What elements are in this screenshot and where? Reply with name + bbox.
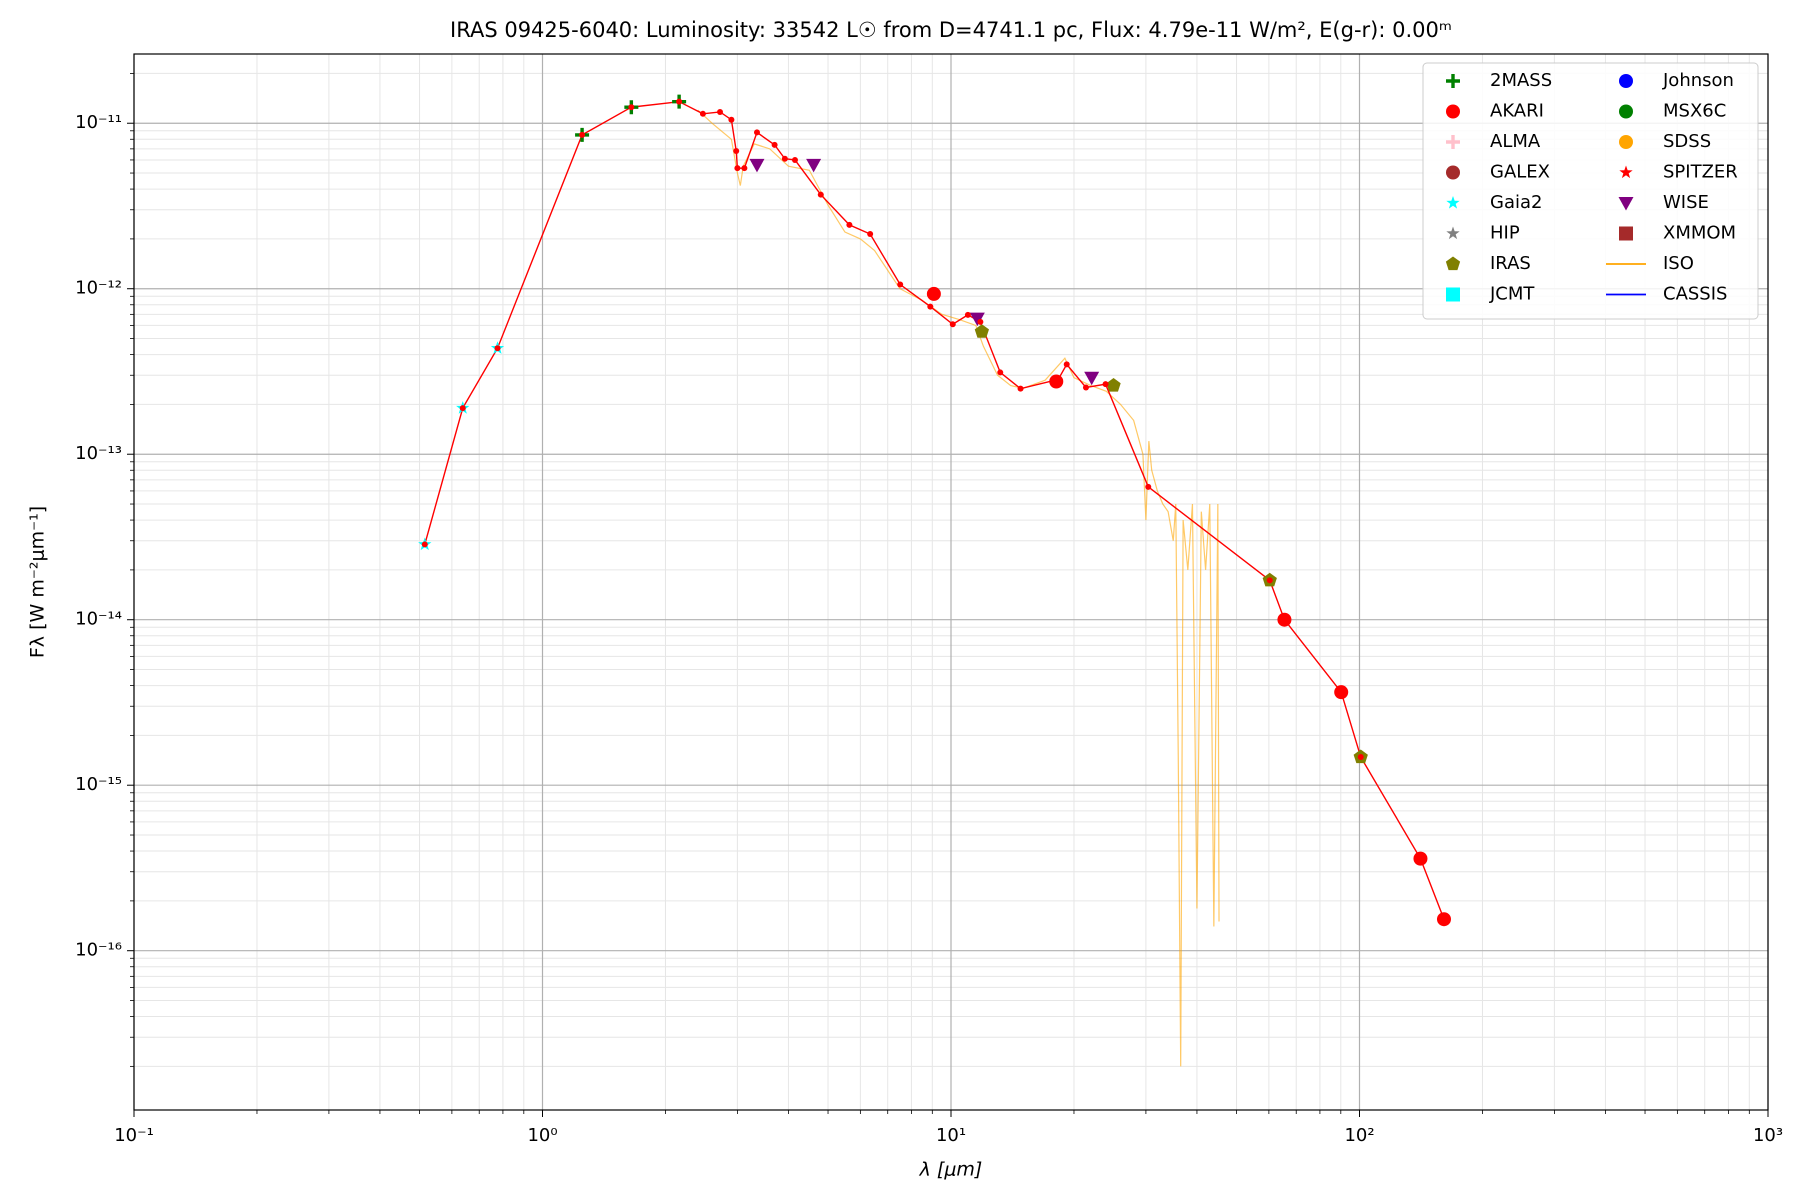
model-point — [897, 281, 904, 288]
y-tick-label: 10⁻¹² — [75, 278, 122, 299]
model-point — [1440, 916, 1447, 923]
legend-label: JCMT — [1489, 284, 1535, 305]
x-tick-label: 10⁻¹ — [114, 1125, 154, 1146]
model-point — [753, 129, 760, 136]
legend-marker — [1446, 104, 1460, 119]
legend-marker — [1619, 135, 1633, 149]
model-point — [997, 369, 1004, 376]
x-axis-label: λ [μm] — [919, 1159, 983, 1181]
model-point — [1063, 361, 1070, 368]
model-point — [728, 116, 735, 123]
model-point — [771, 141, 778, 148]
y-tick-label: 10⁻¹⁴ — [75, 609, 122, 630]
legend-marker — [1619, 165, 1633, 179]
legend-marker — [1446, 135, 1460, 149]
legend-label: MSX6C — [1663, 101, 1726, 122]
legend-label: IRAS — [1490, 253, 1531, 274]
model-point — [734, 165, 741, 172]
y-tick-label: 10⁻¹⁶ — [75, 940, 122, 961]
model-point — [1082, 384, 1089, 391]
legend-marker — [1619, 226, 1633, 241]
y-axis-label: Fλ [W m⁻²μm⁻¹] — [27, 506, 49, 658]
plot-area — [418, 94, 1451, 1067]
model-point — [817, 191, 824, 198]
data-point — [1106, 378, 1121, 392]
model-point — [741, 165, 748, 172]
model-point — [1357, 754, 1364, 761]
legend: 2MASS AKARI ALMA GALEX Gaia2 HIP IRAS JCMT Johns… — [1422, 62, 1759, 320]
data-point — [1084, 371, 1100, 386]
legend-marker — [1446, 196, 1460, 209]
model-point — [781, 155, 788, 162]
data-point — [974, 324, 989, 338]
model-point — [733, 147, 740, 154]
ticks: 10⁻¹ 10⁰ 10¹ 10² 10³ 10⁻¹⁶ 10⁻¹⁵ 10⁻¹⁴ 10⁻¹³ 10⁻¹… — [75, 73, 1783, 1146]
model-point — [1055, 376, 1062, 383]
model-point — [717, 108, 724, 115]
y-tick-label: 10⁻¹¹ — [75, 112, 122, 133]
legend-marker — [1446, 165, 1460, 180]
legend-marker — [1446, 226, 1460, 240]
model-point — [927, 303, 934, 310]
chart-title: IRAS 09425-6040: Luminosity: 33542 L☉ fr… — [450, 18, 1452, 42]
legend-marker — [1445, 256, 1461, 271]
legend-label: CASSIS — [1663, 284, 1727, 305]
legend-marker — [1618, 197, 1634, 211]
model-point — [676, 98, 683, 105]
data-point — [749, 158, 765, 173]
legend-label: HIP — [1490, 223, 1520, 244]
model-point — [1017, 385, 1024, 392]
spectrum-line — [697, 109, 1220, 1067]
legend-label: 2MASS — [1490, 70, 1552, 91]
data-point — [969, 312, 985, 327]
model-point — [949, 321, 956, 328]
model-point — [1145, 483, 1152, 490]
model-point — [1102, 381, 1109, 388]
legend-box — [1422, 62, 1759, 320]
model-point — [1417, 855, 1424, 862]
model-point — [977, 318, 984, 325]
legend-label: ISO — [1663, 253, 1694, 274]
legend-label: ALMA — [1490, 131, 1541, 152]
x-tick-label: 10² — [1344, 1125, 1374, 1146]
model-point — [964, 311, 971, 318]
data-point — [926, 286, 941, 301]
legend-label: SPITZER — [1663, 162, 1738, 183]
model-point — [867, 231, 874, 238]
model-point — [494, 345, 501, 352]
model-point — [1266, 577, 1273, 584]
x-tick-label: 10⁰ — [527, 1125, 557, 1146]
model-point — [846, 221, 853, 228]
legend-marker — [1446, 287, 1460, 302]
model-point — [421, 541, 428, 548]
legend-label: Johnson — [1662, 70, 1734, 91]
legend-label: SDSS — [1663, 131, 1711, 152]
legend-label: Gaia2 — [1490, 192, 1542, 213]
legend-label: AKARI — [1490, 101, 1544, 122]
model-point — [791, 156, 798, 163]
model-point — [579, 131, 586, 138]
y-tick-label: 10⁻¹⁵ — [75, 774, 122, 795]
model-point — [1281, 616, 1288, 623]
legend-marker — [1619, 74, 1633, 88]
model-point — [628, 104, 635, 111]
legend-label: XMMOM — [1663, 223, 1736, 244]
y-tick-label: 10⁻¹³ — [75, 443, 122, 464]
data-point — [806, 158, 822, 173]
legend-label: GALEX — [1490, 162, 1550, 183]
legend-marker — [1619, 104, 1633, 119]
legend-marker — [1446, 74, 1460, 88]
legend-label: WISE — [1663, 192, 1709, 213]
x-tick-label: 10³ — [1753, 1125, 1783, 1146]
model-point — [1338, 689, 1345, 696]
model-point — [699, 110, 706, 117]
model-point — [459, 405, 466, 412]
x-tick-label: 10¹ — [936, 1125, 966, 1146]
